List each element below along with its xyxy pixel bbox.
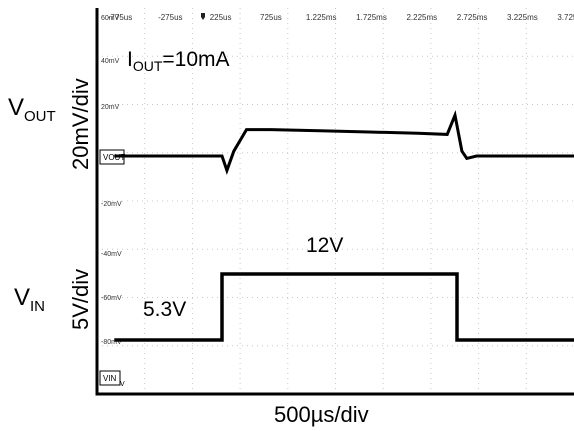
vin-marker-suffix: V (120, 381, 125, 388)
time-tick-label: 725us (260, 13, 282, 22)
time-tick-label: 3.725ms (557, 13, 574, 22)
time-tick-label: 3.225ms (507, 13, 538, 22)
low-voltage-annotation: 5.3V (143, 298, 187, 321)
time-tick-label: 2.225ms (406, 13, 437, 22)
division-label: -40mV (101, 251, 122, 258)
tick-labels: -775us -275us 225us 725us 1.225ms 1.725ms 2.22… (101, 13, 574, 346)
time-tick-label: 1.725ms (356, 13, 387, 22)
division-label: -20mV (101, 201, 122, 208)
vout-marker-label: VOUT (103, 153, 125, 162)
plot-area (97, 8, 574, 394)
trigger-marker-icon (201, 13, 205, 20)
vin-marker-label: VIN (103, 374, 117, 383)
time-tick-label: 225us (210, 13, 232, 22)
division-label: 60mV (101, 15, 120, 22)
division-label: -80mV (101, 339, 122, 346)
time-tick-label: 2.725ms (457, 13, 488, 22)
vin-channel-marker (99, 370, 121, 386)
vout-scale-label: 20mV/div (68, 78, 93, 170)
division-label: -60mV (101, 295, 122, 302)
vin-title: VIN (14, 284, 46, 315)
plot-frame (95, 8, 574, 396)
vout-title: VOUT (8, 94, 56, 125)
time-tick-label: 1.225ms (306, 13, 337, 22)
division-label: 20mV (101, 104, 120, 111)
time-tick-label: -775us (108, 13, 132, 22)
current-annotation: IOUT=10mA (127, 48, 230, 74)
division-label: 40mV (101, 58, 120, 65)
high-voltage-annotation: 12V (306, 234, 344, 257)
vout-trace (114, 109, 574, 175)
x-axis-label: 500µs/div (274, 402, 369, 427)
time-tick-label: -275us (158, 13, 182, 22)
vin-scale-label: 5V/div (68, 268, 93, 330)
vin-trace (114, 272, 574, 342)
